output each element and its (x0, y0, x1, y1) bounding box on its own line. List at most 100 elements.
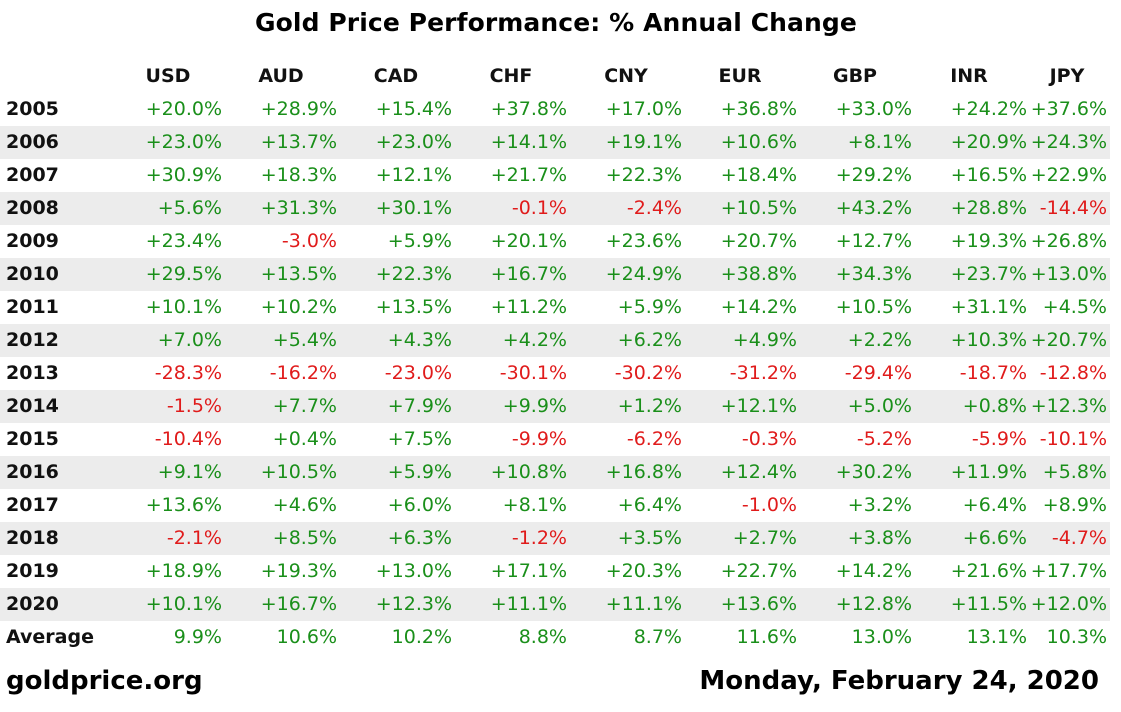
value-cell-eur: 11.6% (736, 626, 797, 648)
value-cell-inr: +6.6% (962, 527, 1027, 549)
chart-title: Gold Price Performance: % Annual Change (255, 8, 857, 37)
value-cell-eur: +13.6% (720, 593, 797, 615)
value-cell-cny: -2.4% (626, 197, 682, 219)
value-cell-cad: +22.3% (375, 263, 452, 285)
value-cell-eur: +22.7% (720, 560, 797, 582)
value-cell-eur: -31.2% (729, 362, 797, 384)
value-cell-aud: +8.5% (272, 527, 337, 549)
value-cell-inr: +11.5% (950, 593, 1027, 615)
value-cell-gbp: +43.2% (835, 197, 912, 219)
value-cell-chf: +10.8% (490, 461, 567, 483)
value-cell-inr: -18.7% (959, 362, 1027, 384)
table-row: 2019 +18.9% +19.3% +13.0% +17.1% +20.3% +22.7%… (0, 555, 1110, 588)
value-cell-chf: +4.2% (502, 329, 567, 351)
value-cell-cny: +6.4% (617, 494, 682, 516)
value-cell-gbp: +12.7% (835, 230, 912, 252)
value-cell-usd: +13.6% (145, 494, 222, 516)
value-cell-inr: +31.1% (950, 296, 1027, 318)
value-cell-jpy: +5.8% (1042, 461, 1107, 483)
table-row: 2007 +30.9% +18.3% +12.1% +21.7% +22.3% +18.4%… (0, 159, 1110, 192)
value-cell-aud: -16.2% (269, 362, 337, 384)
row-label: 2012 (6, 329, 59, 351)
value-cell-eur: +10.6% (720, 131, 797, 153)
value-cell-jpy: +24.3% (1030, 131, 1107, 153)
value-cell-cny: +17.0% (605, 98, 682, 120)
header-row: USD AUD CAD CHF CNY EUR GBP INR JPY (0, 60, 1110, 93)
value-cell-jpy: +37.6% (1030, 98, 1107, 120)
value-cell-usd: +18.9% (145, 560, 222, 582)
value-cell-gbp: +2.2% (847, 329, 912, 351)
value-cell-aud: +28.9% (260, 98, 337, 120)
row-label: Average (6, 626, 94, 648)
value-cell-cny: 8.7% (633, 626, 682, 648)
value-cell-chf: +20.1% (490, 230, 567, 252)
value-cell-eur: +12.4% (720, 461, 797, 483)
value-cell-jpy: -14.4% (1039, 197, 1107, 219)
value-cell-aud: +31.3% (260, 197, 337, 219)
value-cell-inr: +28.8% (950, 197, 1027, 219)
value-cell-cny: +20.3% (605, 560, 682, 582)
value-cell-aud: +13.5% (260, 263, 337, 285)
average-row: Average 9.9% 10.6% 10.2% 8.8% 8.7% 11.6% 13.0% 1… (0, 621, 1110, 654)
value-cell-jpy: 10.3% (1046, 626, 1107, 648)
value-cell-chf: +11.2% (490, 296, 567, 318)
value-cell-inr: +6.4% (962, 494, 1027, 516)
value-cell-cny: +22.3% (605, 164, 682, 186)
column-header-inr: INR (950, 65, 988, 87)
table-row: 2020 +10.1% +16.7% +12.3% +11.1% +11.1% +13.6%… (0, 588, 1110, 621)
value-cell-usd: -10.4% (154, 428, 222, 450)
value-cell-usd: +30.9% (145, 164, 222, 186)
column-header-usd: USD (145, 65, 191, 87)
value-cell-chf: -0.1% (511, 197, 567, 219)
value-cell-eur: +38.8% (720, 263, 797, 285)
value-cell-cad: +5.9% (387, 230, 452, 252)
value-cell-chf: +17.1% (490, 560, 567, 582)
value-cell-cad: +5.9% (387, 461, 452, 483)
value-cell-chf: +16.7% (490, 263, 567, 285)
value-cell-cad: +30.1% (375, 197, 452, 219)
value-cell-aud: +4.6% (272, 494, 337, 516)
date-label: Monday, February 24, 2020 (699, 666, 1099, 696)
row-label: 2005 (6, 98, 59, 120)
value-cell-cad: +6.0% (387, 494, 452, 516)
value-cell-usd: +23.0% (145, 131, 222, 153)
value-cell-jpy: +20.7% (1030, 329, 1107, 351)
value-cell-cny: -30.2% (614, 362, 682, 384)
table-row: 2013 -28.3% -16.2% -23.0% -30.1% -30.2% -31.2%… (0, 357, 1110, 390)
value-cell-cad: -23.0% (384, 362, 452, 384)
value-cell-cny: +3.5% (617, 527, 682, 549)
value-cell-aud: +19.3% (260, 560, 337, 582)
value-cell-gbp: +33.0% (835, 98, 912, 120)
value-cell-usd: +23.4% (145, 230, 222, 252)
value-cell-usd: +29.5% (145, 263, 222, 285)
value-cell-gbp: +12.8% (835, 593, 912, 615)
row-label: 2019 (6, 560, 59, 582)
value-cell-inr: 13.1% (966, 626, 1027, 648)
value-cell-cny: +6.2% (617, 329, 682, 351)
value-cell-jpy: -4.7% (1051, 527, 1107, 549)
value-cell-usd: +20.0% (145, 98, 222, 120)
value-cell-aud: +0.4% (272, 428, 337, 450)
value-cell-aud: +18.3% (260, 164, 337, 186)
value-cell-usd: 9.9% (173, 626, 222, 648)
column-header-cny: CNY (604, 65, 648, 87)
value-cell-chf: -1.2% (511, 527, 567, 549)
row-label: 2009 (6, 230, 59, 252)
value-cell-gbp: +14.2% (835, 560, 912, 582)
value-cell-cny: -6.2% (626, 428, 682, 450)
row-label: 2013 (6, 362, 59, 384)
value-cell-cny: +1.2% (617, 395, 682, 417)
value-cell-eur: +36.8% (720, 98, 797, 120)
table-row: 2011 +10.1% +10.2% +13.5% +11.2% +5.9% +14.2% +… (0, 291, 1110, 324)
value-cell-inr: +19.3% (950, 230, 1027, 252)
row-label: 2020 (6, 593, 59, 615)
value-cell-gbp: +29.2% (835, 164, 912, 186)
value-cell-cny: +11.1% (605, 593, 682, 615)
table-row: 2012 +7.0% +5.4% +4.3% +4.2% +6.2% +4.9% +2.2% +… (0, 324, 1110, 357)
value-cell-cad: +13.0% (375, 560, 452, 582)
value-cell-inr: +21.6% (950, 560, 1027, 582)
value-cell-eur: +18.4% (720, 164, 797, 186)
value-cell-usd: +9.1% (157, 461, 222, 483)
value-cell-aud: +10.5% (260, 461, 337, 483)
value-cell-eur: +12.1% (720, 395, 797, 417)
